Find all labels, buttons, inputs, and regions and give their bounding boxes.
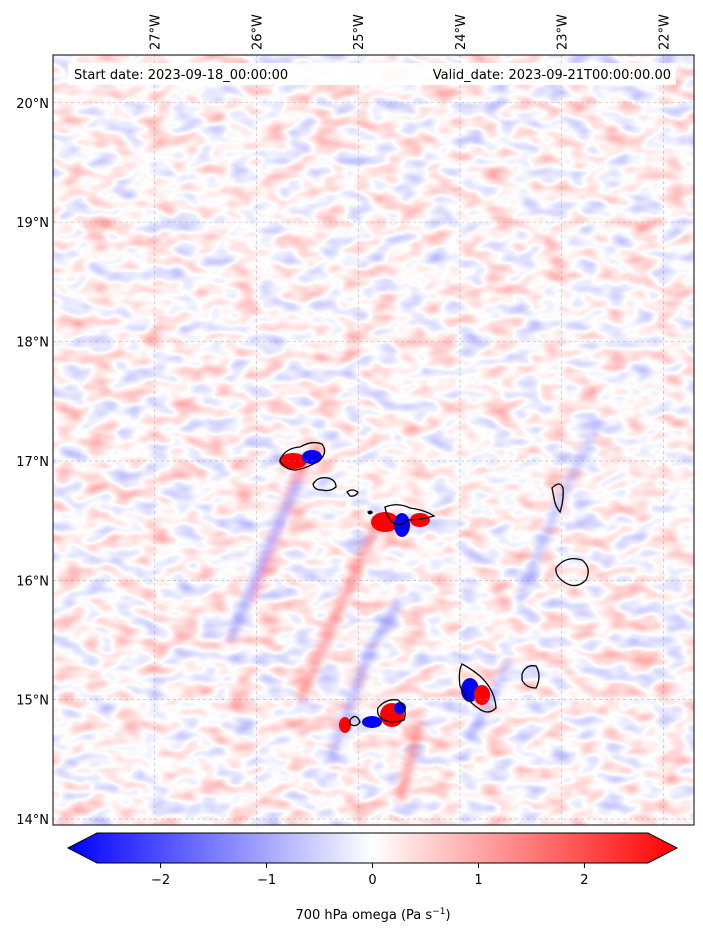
colorbar-gradient <box>66 832 679 864</box>
lat-tick-label: 20°N <box>16 97 49 112</box>
colorbar-tick-label: −1 <box>257 873 276 888</box>
island-sal <box>551 483 564 514</box>
lat-tick-label: 17°N <box>16 455 49 470</box>
island-fogo <box>376 699 406 723</box>
lon-tick-label: 25°W <box>352 14 367 50</box>
island-outlines <box>279 441 589 727</box>
lon-tick-label: 27°W <box>149 14 164 50</box>
colorbar-label-close: ) <box>445 908 450 923</box>
lat-tick-label: 18°N <box>16 336 49 351</box>
colorbar-tick-label: 2 <box>580 873 588 888</box>
lat-tick-label: 16°N <box>16 574 49 589</box>
valid-date-label: Valid_date: 2023-09-21T00:00:00.00 <box>433 68 671 83</box>
lon-tick-label: 26°W <box>250 14 265 50</box>
colorbar-tick-label: 0 <box>368 873 376 888</box>
islet-branco <box>367 510 373 515</box>
colorbar-ticks: −2 −1 0 1 2 <box>151 863 589 888</box>
colorbar-tick-label: 1 <box>474 873 482 888</box>
lat-tick-label: 19°N <box>16 216 49 231</box>
longitude-labels: 27°W 26°W 25°W 24°W 23°W 22°W <box>149 14 673 50</box>
colorbar-label: 700 hPa omega (Pa s−1) <box>295 907 450 923</box>
lon-tick-label: 22°W <box>657 14 672 50</box>
gridlines <box>53 55 694 825</box>
island-santiago <box>458 663 497 713</box>
island-sao-vicente <box>312 476 337 492</box>
start-date-label: Start date: 2023-09-18_00:00:00 <box>74 68 288 83</box>
lon-tick-label: 24°W <box>454 14 469 50</box>
island-brava <box>349 715 361 727</box>
lat-tick-label: 14°N <box>16 813 49 828</box>
colorbar-label-main: 700 hPa omega (Pa s <box>295 908 432 923</box>
island-boa-vista <box>555 557 589 587</box>
colorbar-label-exponent: −1 <box>432 907 445 917</box>
lat-tick-label: 15°N <box>16 694 49 709</box>
colorbar-tick-label: −2 <box>151 873 170 888</box>
island-santa-luzia <box>346 489 359 497</box>
omega-field <box>53 55 694 825</box>
colorbar: −2 −1 0 1 2 700 hPa omega (Pa s−1) <box>66 832 679 923</box>
date-header: Start date: 2023-09-18_00:00:00 Valid_da… <box>68 63 676 85</box>
island-sao-nicolau <box>384 504 436 526</box>
island-maio <box>521 665 540 689</box>
map-frame <box>52 54 695 826</box>
island-santo-antao <box>279 441 326 471</box>
latitude-labels: 20°N 19°N 18°N 17°N 16°N 15°N 14°N <box>16 97 49 828</box>
lon-tick-label: 23°W <box>556 14 571 50</box>
map-panel: Start date: 2023-09-18_00:00:00 Valid_da… <box>16 14 695 828</box>
